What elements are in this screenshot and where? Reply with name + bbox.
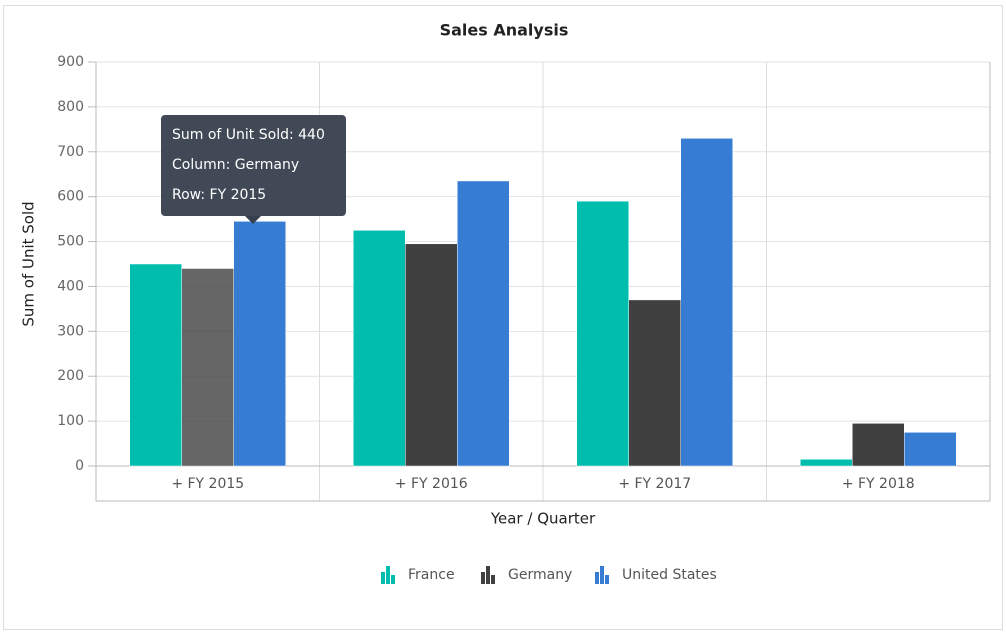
y-tick-label: 400	[57, 278, 84, 294]
bar[interactable]	[800, 459, 853, 467]
bar[interactable]	[628, 299, 681, 467]
tooltip-line: Column: Germany	[172, 157, 299, 173]
bar[interactable]	[233, 221, 286, 467]
x-tick-label: + FY 2016	[395, 476, 468, 492]
x-tick-label: + FY 2018	[842, 476, 915, 492]
y-tick-label: 0	[75, 458, 84, 474]
bar[interactable]	[353, 230, 406, 467]
tooltip-line: Sum of Unit Sold: 440	[172, 127, 325, 143]
bar[interactable]	[181, 268, 234, 467]
x-tick-label: + FY 2015	[171, 476, 244, 492]
legend-icon	[481, 572, 485, 584]
bar[interactable]	[904, 432, 957, 467]
bar[interactable]	[680, 138, 733, 467]
y-tick-label: 300	[57, 323, 84, 339]
x-axis-title: Year / Quarter	[490, 510, 596, 528]
y-tick-label: 800	[57, 99, 84, 115]
legend-icon	[381, 572, 385, 584]
legend-label[interactable]: United States	[622, 567, 717, 583]
y-axis-title: Sum of Unit Sold	[20, 201, 38, 326]
y-tick-label: 900	[57, 54, 84, 70]
bar[interactable]	[852, 423, 905, 467]
legend-icon	[595, 572, 599, 584]
tooltip-line: Row: FY 2015	[172, 187, 266, 203]
y-tick-label: 600	[57, 189, 84, 205]
legend-label[interactable]: France	[408, 567, 455, 583]
tooltip-box	[161, 115, 346, 216]
legend-icon	[386, 566, 390, 584]
y-tick-label: 200	[57, 368, 84, 384]
y-tick-label: 500	[57, 234, 84, 250]
tooltip: Sum of Unit Sold: 440 Column: Germany Ro…	[161, 115, 346, 224]
legend-icon	[486, 566, 490, 584]
y-tick-label: 700	[57, 144, 84, 160]
tooltip-pointer	[245, 216, 261, 224]
legend-icon	[391, 575, 395, 584]
x-tick-label: + FY 2017	[618, 476, 691, 492]
legend-icon	[605, 575, 609, 584]
legend-label[interactable]: Germany	[508, 567, 572, 583]
legend-icon	[600, 566, 604, 584]
legend-icon	[491, 575, 495, 584]
bar[interactable]	[129, 263, 182, 467]
chart-title: Sales Analysis	[440, 21, 569, 40]
bar[interactable]	[457, 180, 510, 467]
bar[interactable]	[405, 243, 458, 467]
bar[interactable]	[576, 200, 629, 467]
y-tick-label: 100	[57, 413, 84, 429]
